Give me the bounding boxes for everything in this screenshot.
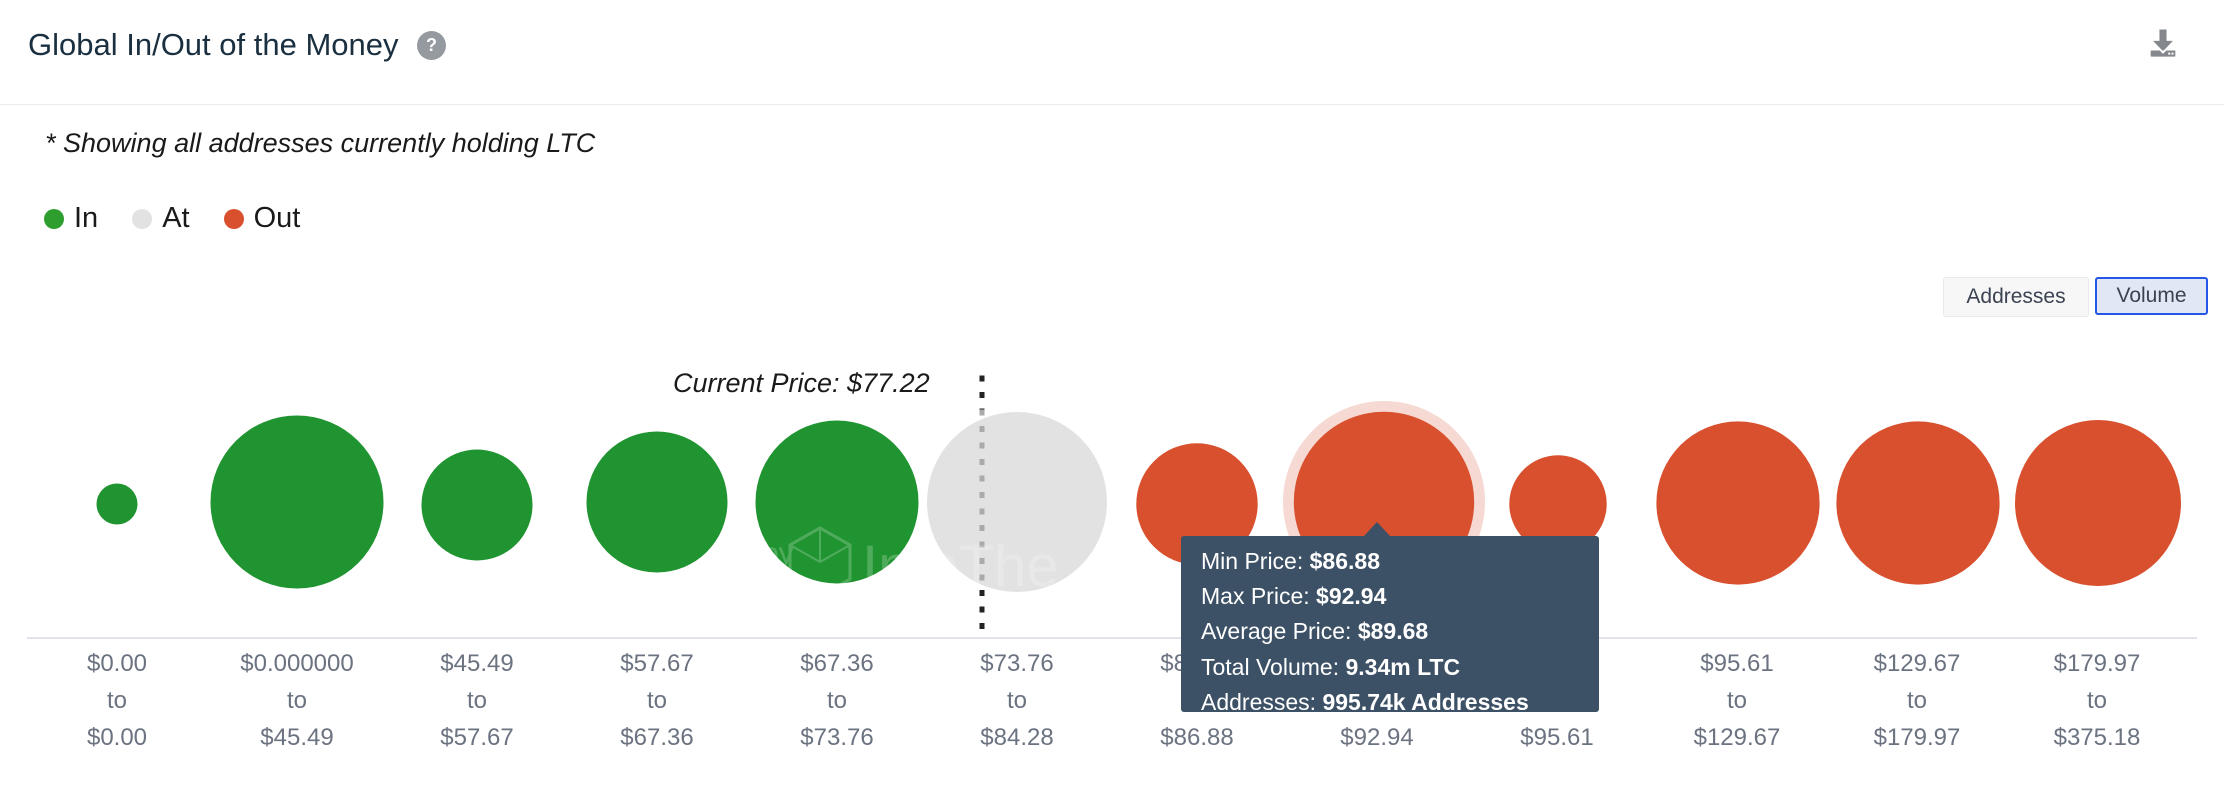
svg-text:IntoThe...: IntoThe... — [862, 534, 1107, 599]
